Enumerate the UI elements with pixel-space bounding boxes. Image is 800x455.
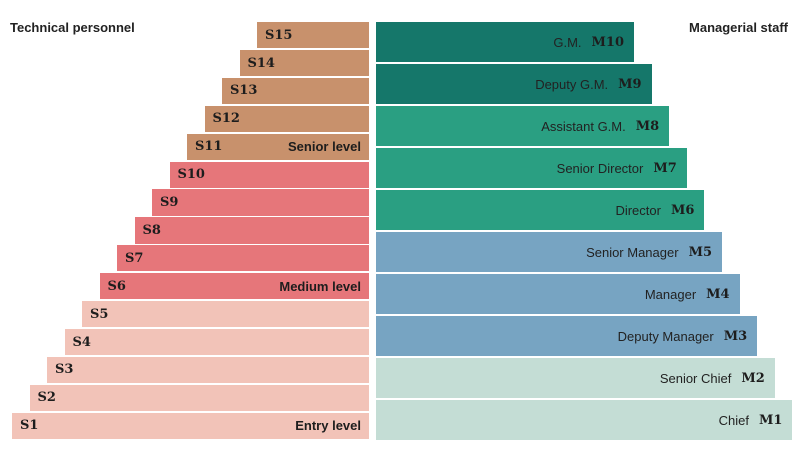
managerial-title-label: Director: [615, 202, 661, 218]
technical-tier-label: Entry level: [295, 418, 361, 434]
technical-level-s5: S5: [82, 301, 369, 328]
technical-code-label: S4: [72, 334, 91, 350]
managerial-level-m6: Director M6: [376, 190, 705, 230]
technical-code-label: S14: [247, 55, 275, 71]
technical-level-s11: S11 Senior level: [187, 133, 369, 160]
managerial-level-m4: Manager M4: [376, 274, 740, 314]
technical-code-label: S5: [90, 306, 109, 322]
technical-code-label: S7: [125, 250, 144, 266]
technical-level-s1: S1 Entry level: [12, 412, 369, 439]
technical-level-s2: S2: [29, 384, 369, 411]
technical-level-s6: S6 Medium level: [99, 273, 369, 300]
technical-level-s4: S4: [64, 328, 369, 356]
technical-code-label: S9: [160, 195, 179, 211]
technical-code-label: S6: [107, 278, 126, 294]
technical-code-label: S13: [230, 83, 258, 99]
technical-personnel-heading: Technical personnel: [10, 20, 135, 35]
managerial-code-label: M4: [706, 286, 730, 302]
technical-code-label: S1: [20, 418, 39, 434]
technical-level-s15: S15: [257, 22, 369, 49]
technical-level-s14: S14: [239, 49, 369, 77]
managerial-staff-heading: Managerial staff: [689, 20, 788, 35]
technical-level-s3: S3: [47, 356, 369, 384]
technical-code-label: S2: [37, 390, 56, 406]
technical-code-label: S15: [265, 27, 293, 43]
managerial-level-m1: Chief M1: [376, 400, 793, 440]
technical-code-label: S10: [177, 167, 205, 183]
managerial-title-label: Senior Chief: [659, 370, 732, 386]
managerial-title-label: Senior Manager: [586, 244, 679, 260]
managerial-title-label: Assistant G.M.: [541, 118, 626, 134]
managerial-level-m5: Senior Manager M5: [376, 232, 722, 272]
technical-code-label: S8: [142, 222, 161, 238]
managerial-level-m8: Assistant G.M. M8: [376, 106, 670, 146]
managerial-title-label: Deputy Manager: [617, 328, 714, 344]
managerial-level-m10: G.M. M10: [376, 22, 634, 62]
technical-code-label: S11: [195, 139, 223, 155]
managerial-code-label: M1: [758, 412, 783, 428]
managerial-code-label: M7: [653, 160, 677, 176]
technical-tier-label: Medium level: [279, 278, 361, 294]
managerial-level-m3: Deputy Manager M3: [376, 316, 758, 356]
technical-tier-label: Senior level: [288, 139, 361, 155]
managerial-title-label: Manager: [644, 286, 697, 302]
managerial-level-m9: Deputy G.M. M9: [376, 64, 652, 104]
managerial-code-label: M10: [591, 34, 624, 50]
managerial-code-label: M8: [635, 118, 660, 134]
managerial-title-label: Deputy G.M.: [535, 76, 609, 92]
technical-level-s10: S10: [169, 161, 369, 188]
managerial-code-label: M6: [670, 202, 695, 218]
technical-level-s13: S13: [222, 77, 369, 105]
managerial-title-label: Chief: [718, 412, 749, 428]
technical-level-s8: S8: [134, 217, 369, 244]
managerial-title-label: Senior Director: [556, 160, 644, 176]
technical-code-label: S3: [55, 362, 74, 378]
managerial-code-label: M9: [618, 76, 642, 92]
technical-level-s7: S7: [117, 245, 369, 272]
managerial-code-label: M2: [741, 370, 765, 386]
managerial-title-label: G.M.: [553, 34, 582, 50]
managerial-level-m7: Senior Director M7: [376, 148, 687, 188]
technical-code-label: S12: [212, 111, 240, 127]
technical-level-s9: S9: [152, 189, 369, 216]
managerial-level-m2: Senior Chief M2: [376, 358, 775, 398]
technical-level-s12: S12: [204, 105, 369, 132]
managerial-code-label: M5: [688, 244, 712, 260]
managerial-code-label: M3: [723, 328, 748, 344]
